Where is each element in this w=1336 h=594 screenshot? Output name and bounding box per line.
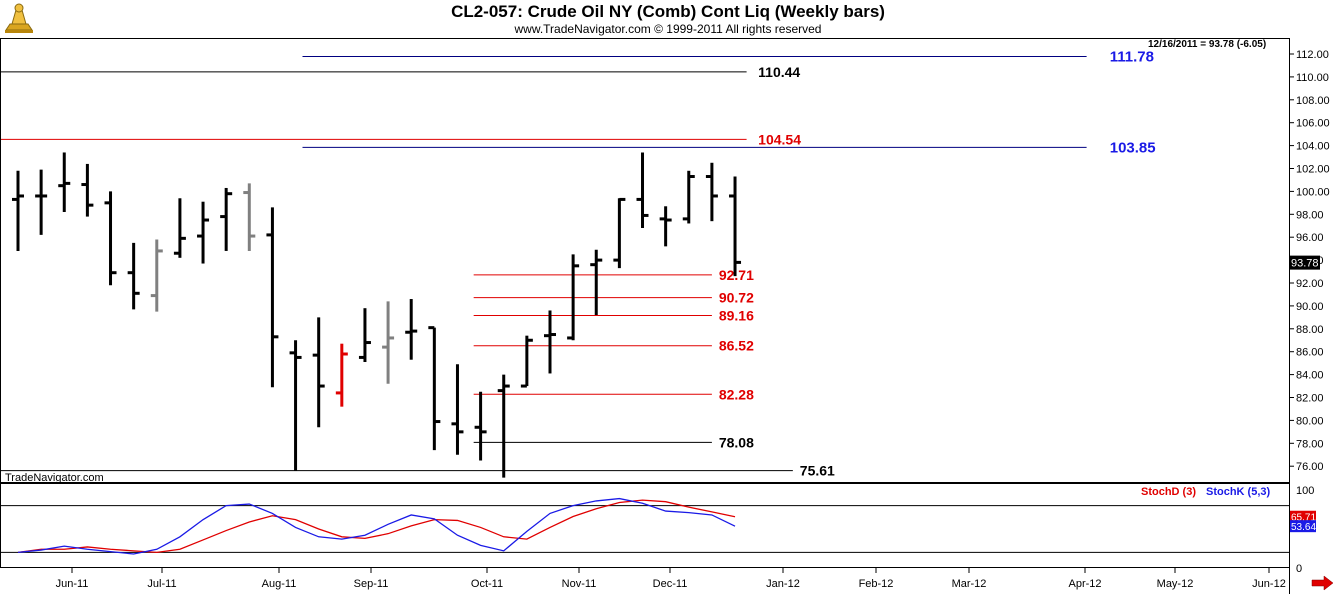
level-label: 86.52 (719, 338, 754, 354)
price-panel (0, 38, 1290, 483)
x-tick-label: Oct-11 (471, 578, 503, 590)
ohlc-bar (197, 201, 210, 264)
level-label: 90.72 (719, 290, 754, 306)
x-tick-label: Feb-12 (859, 578, 894, 590)
ohlc-bar (543, 310, 556, 374)
ohlc-bar (682, 170, 695, 224)
level-label: 111.78 (1110, 49, 1154, 66)
price-tick-label: 108.00 (1296, 95, 1330, 107)
ohlc-bar (127, 242, 140, 310)
trade-navigator-logo (2, 2, 36, 34)
ohlc-bar (590, 249, 603, 316)
x-tick-label: Jan-12 (766, 578, 800, 590)
x-tick-label: Aug-11 (262, 578, 297, 590)
price-tick-label: 112.00 (1296, 49, 1329, 61)
level-label: 103.85 (1110, 139, 1156, 156)
ohlc-bar (405, 299, 418, 360)
ohlc-bar (150, 239, 163, 312)
chart-subtitle: www.TradeNavigator.com © 1999-2011 All r… (514, 22, 822, 36)
ohlc-bar (358, 308, 371, 363)
x-tick-label: Mar-12 (952, 578, 987, 590)
ohlc-bar (173, 198, 186, 258)
price-tick-label: 84.00 (1296, 370, 1324, 382)
stochk-last-label: 53.64 (1291, 522, 1316, 533)
level-label: 89.16 (719, 308, 754, 324)
ohlc-bar (289, 340, 302, 471)
price-tick-label: 88.00 (1296, 324, 1324, 336)
legend-stochk: StochK (5,3) (1206, 486, 1271, 498)
ohlc-bar (451, 364, 464, 455)
price-tick-label: 96.00 (1296, 232, 1324, 244)
x-tick-label: Jul-11 (147, 578, 176, 590)
ohlc-bar (729, 176, 742, 277)
ohlc-bar (567, 254, 580, 341)
ohlc-bar (312, 317, 325, 428)
x-tick-label: Nov-11 (562, 578, 597, 590)
stoch-tick-label: 100 (1296, 485, 1314, 497)
level-label: 82.28 (719, 386, 754, 402)
ohlc-bar (12, 170, 24, 251)
stoch-series-line (17, 499, 736, 554)
ohlc-bar (659, 206, 672, 247)
x-tick-label: Sep-11 (354, 578, 389, 590)
x-tick-label: Dec-11 (653, 578, 688, 590)
price-tick-label: 106.00 (1296, 118, 1330, 130)
ohlc-bar (382, 301, 395, 384)
price-tick-label: 110.00 (1296, 72, 1329, 84)
level-label: 104.54 (758, 131, 801, 147)
watermark-text: TradeNavigator.com (5, 472, 104, 484)
scroll-right-icon[interactable] (1311, 575, 1334, 591)
ohlc-bar (613, 197, 626, 269)
level-label: 75.61 (800, 463, 835, 479)
last-price-label: 93.78 (1291, 258, 1319, 270)
stochastic-panel (0, 483, 1290, 568)
price-tick-label: 102.00 (1296, 164, 1330, 176)
price-tick-label: 90.00 (1296, 301, 1324, 313)
ohlc-bar (58, 152, 71, 213)
x-tick-label: Jun-12 (1252, 578, 1286, 590)
price-tick-label: 98.00 (1296, 209, 1324, 221)
price-tick-label: 80.00 (1296, 415, 1324, 427)
price-tick-label: 78.00 (1296, 438, 1324, 450)
ohlc-bar (428, 326, 441, 451)
last-price-box (1290, 255, 1320, 270)
price-tick-label: 82.00 (1296, 393, 1324, 405)
price-tick-label: 92.00 (1296, 278, 1324, 290)
stoch-tick-label: 0 (1296, 563, 1302, 575)
ohlc-bar (35, 169, 48, 235)
ohlc-bar (636, 152, 649, 229)
level-label: 78.08 (719, 434, 754, 450)
ohlc-bar (335, 343, 348, 407)
stoch-series-line (17, 497, 736, 555)
stochk-last-box (1290, 520, 1316, 533)
x-tick-label: Apr-12 (1068, 578, 1101, 590)
ohlc-bar (705, 162, 718, 222)
ohlc-bar (497, 374, 510, 478)
ohlc-bar (520, 335, 533, 388)
ohlc-bar (220, 187, 233, 251)
x-tick-label: Jun-11 (56, 578, 89, 590)
stochd-last-label: 65.71 (1291, 513, 1316, 524)
ohlc-bar (474, 391, 487, 461)
x-tick-label: May-12 (1157, 578, 1194, 590)
price-tick-label: 100.00 (1296, 186, 1330, 198)
price-tick-label: 76.00 (1296, 461, 1324, 473)
ohlc-bar (81, 163, 94, 217)
ohlc-bar (243, 183, 256, 251)
ohlc-bar (104, 191, 117, 286)
chart-title: CL2-057: Crude Oil NY (Comb) Cont Liq (W… (451, 2, 885, 21)
last-price-info: 12/16/2011 = 93.78 (-6.05) (1148, 39, 1266, 50)
stochd-last-box (1290, 510, 1316, 523)
legend-stochd: StochD (3) (1141, 486, 1196, 498)
price-tick-label: 104.00 (1296, 141, 1330, 153)
level-label: 110.44 (758, 64, 800, 80)
ohlc-bar (266, 207, 279, 388)
price-tick-label: 86.00 (1296, 347, 1324, 359)
